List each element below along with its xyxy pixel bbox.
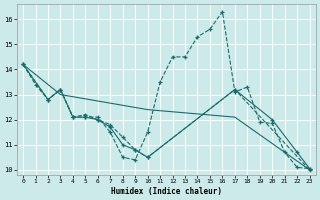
X-axis label: Humidex (Indice chaleur): Humidex (Indice chaleur) — [111, 187, 222, 196]
